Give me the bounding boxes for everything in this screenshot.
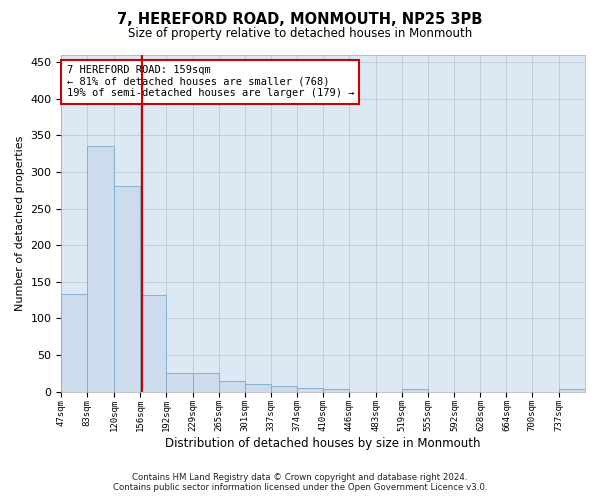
Bar (166, 372, 193, 392)
Bar (402, 390, 428, 392)
Bar (114, 186, 140, 392)
Text: 7, HEREFORD ROAD, MONMOUTH, NP25 3PB: 7, HEREFORD ROAD, MONMOUTH, NP25 3PB (118, 12, 482, 28)
Text: 7 HEREFORD ROAD: 159sqm
← 81% of detached houses are smaller (768)
19% of semi-d: 7 HEREFORD ROAD: 159sqm ← 81% of detache… (67, 65, 354, 98)
Bar (218, 380, 245, 392)
Text: Size of property relative to detached houses in Monmouth: Size of property relative to detached ho… (128, 28, 472, 40)
Bar (140, 295, 166, 392)
Text: Contains HM Land Registry data © Crown copyright and database right 2024.
Contai: Contains HM Land Registry data © Crown c… (113, 473, 487, 492)
Bar (193, 372, 218, 392)
Bar (245, 384, 271, 392)
X-axis label: Distribution of detached houses by size in Monmouth: Distribution of detached houses by size … (166, 437, 481, 450)
Bar (88, 146, 114, 392)
Bar (323, 388, 349, 392)
Bar (61, 294, 88, 392)
Bar (559, 390, 585, 392)
Bar (297, 388, 323, 392)
Y-axis label: Number of detached properties: Number of detached properties (15, 136, 25, 311)
Bar (271, 386, 297, 392)
